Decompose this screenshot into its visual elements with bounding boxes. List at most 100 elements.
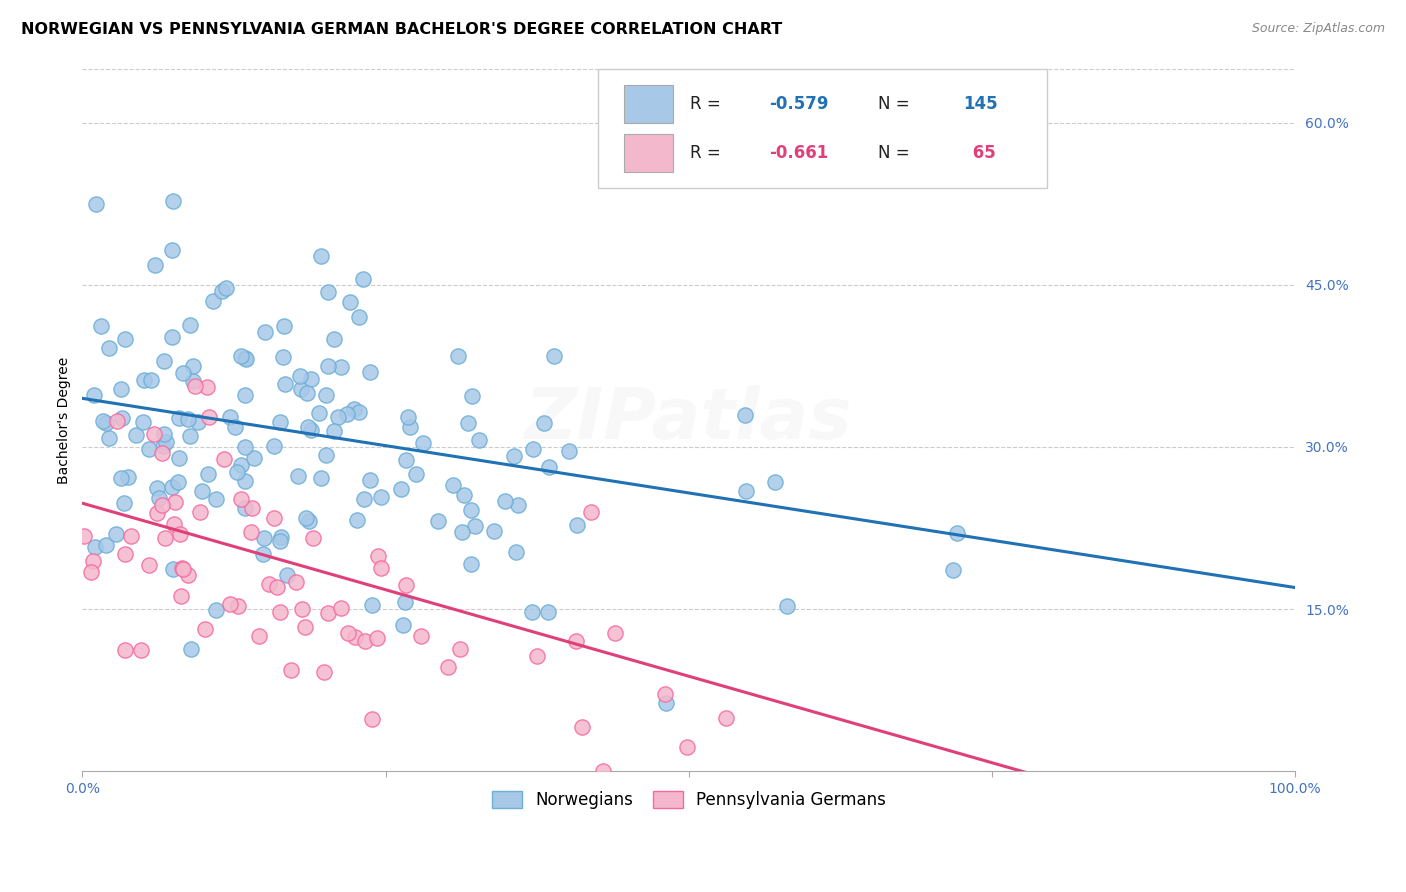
Point (153, 426, 176, 441)
Point (269, 534, 291, 549)
Point (90, 318, 112, 333)
Point (522, 442, 544, 457)
Point (218, 597, 240, 611)
Point (533, 417, 555, 431)
Point (394, 595, 416, 609)
Point (347, 405, 370, 419)
Point (346, 513, 368, 527)
Point (309, 249, 332, 263)
Point (942, 563, 965, 577)
Point (197, 467, 219, 482)
Point (257, 576, 280, 591)
Point (84, 540, 107, 554)
Point (392, 617, 415, 632)
Point (263, 510, 285, 524)
Point (201, 294, 224, 309)
Point (398, 409, 420, 424)
Point (211, 284, 233, 298)
Point (318, 359, 340, 373)
Point (240, 525, 263, 540)
Text: NORWEGIAN VS PENNSYLVANIA GERMAN BACHELOR'S DEGREE CORRELATION CHART: NORWEGIAN VS PENNSYLVANIA GERMAN BACHELO… (21, 22, 782, 37)
Point (291, 602, 314, 616)
Point (603, 625, 626, 640)
Point (226, 466, 249, 480)
Point (776, 599, 799, 613)
Point (83, 388, 105, 402)
Point (330, 600, 353, 615)
Point (360, 712, 382, 726)
Point (344, 630, 367, 644)
Point (405, 467, 427, 481)
Point (339, 295, 361, 310)
Point (453, 488, 475, 502)
Point (295, 385, 318, 400)
Point (399, 420, 422, 434)
Point (165, 494, 187, 508)
Point (494, 494, 516, 508)
Point (273, 318, 295, 333)
Point (125, 428, 148, 442)
Point (218, 410, 240, 425)
Point (263, 439, 285, 453)
Point (160, 243, 183, 257)
Point (505, 544, 527, 558)
Point (181, 359, 204, 374)
Point (449, 641, 471, 656)
Point (270, 530, 292, 544)
Point (506, 498, 529, 512)
Point (450, 524, 472, 539)
Point (224, 420, 246, 434)
Point (146, 506, 169, 520)
Point (139, 373, 162, 387)
Point (215, 281, 238, 295)
Point (322, 332, 344, 346)
Point (160, 480, 183, 494)
Point (176, 412, 198, 426)
Point (194, 622, 217, 636)
Point (763, 475, 786, 489)
Point (94, 538, 117, 552)
Point (366, 632, 388, 646)
Point (318, 607, 340, 621)
Point (138, 558, 160, 572)
Point (233, 440, 256, 454)
Point (197, 409, 219, 424)
Point (229, 458, 252, 473)
Point (274, 377, 297, 392)
Point (120, 529, 142, 543)
Point (80, 565, 103, 579)
Legend: Norwegians, Pennsylvania Germans: Norwegians, Pennsylvania Germans (485, 784, 893, 816)
Point (129, 643, 152, 657)
Text: R =: R = (690, 144, 725, 161)
Point (734, 408, 756, 422)
Point (98, 341, 121, 355)
Point (226, 599, 249, 614)
Point (352, 272, 374, 286)
Point (117, 470, 139, 484)
Point (179, 429, 201, 443)
Point (299, 372, 322, 386)
Point (148, 491, 170, 505)
FancyBboxPatch shape (598, 69, 1046, 188)
Point (112, 495, 135, 509)
Point (395, 578, 418, 592)
Point (152, 440, 174, 454)
Point (204, 603, 226, 617)
Point (468, 433, 491, 447)
Point (132, 415, 155, 429)
Point (946, 526, 969, 541)
Point (91, 415, 114, 429)
Point (243, 451, 266, 466)
Point (172, 366, 194, 380)
Text: -0.579: -0.579 (769, 95, 828, 112)
Point (298, 514, 321, 528)
Point (389, 483, 412, 497)
Point (114, 548, 136, 562)
Point (343, 401, 366, 416)
Point (543, 349, 565, 363)
Point (160, 330, 183, 344)
Point (520, 605, 543, 619)
Point (567, 518, 589, 533)
Point (233, 388, 256, 402)
Point (132, 373, 155, 387)
